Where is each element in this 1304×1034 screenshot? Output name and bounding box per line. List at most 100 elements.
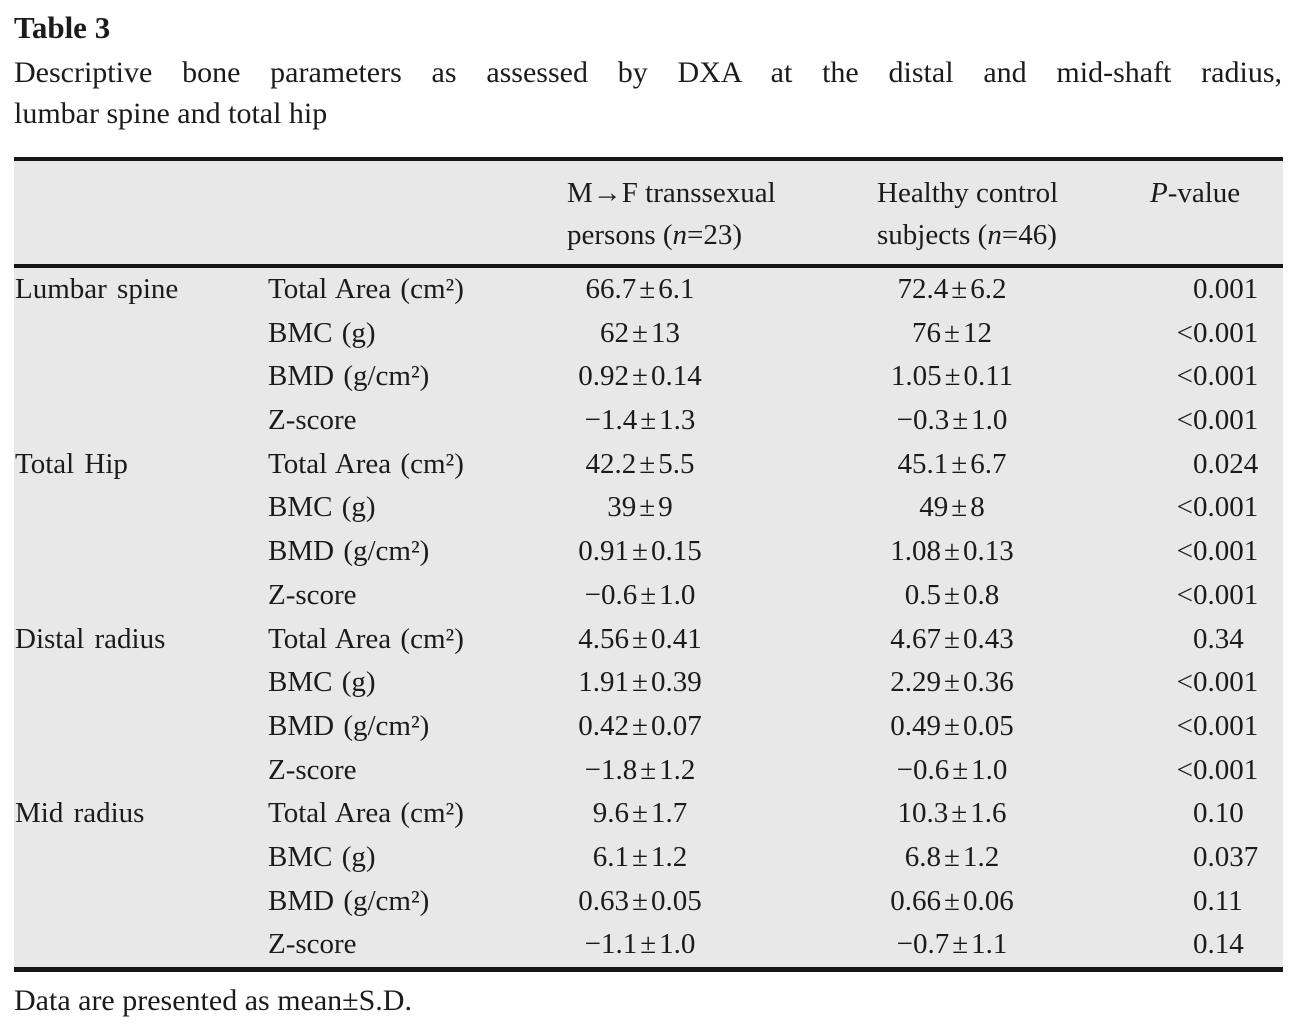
plus-minus-sign: ±: [639, 273, 656, 305]
value-cell-transsexual: 66.7 ±6.1: [585, 273, 695, 305]
plus-minus-sign: ±: [632, 360, 648, 393]
column-header-line: M→F transsexual: [567, 177, 776, 209]
less-than-sign: <: [1176, 360, 1193, 393]
parameter-cell: Z-score: [268, 404, 357, 437]
parameter-cell: Z-score: [268, 753, 357, 786]
pvalue-cell: <0.001: [1169, 312, 1259, 356]
data-table: M→F transsexual persons (n=23) Healthy con…: [14, 157, 1283, 972]
plus-minus-sign: ±: [640, 928, 657, 961]
plus-minus-sign: ±: [632, 666, 648, 699]
less-than-sign: <: [1176, 666, 1193, 699]
table-row: BMD (g/cm²) 0.42 ±0.07 0.49 ±0.05 <0.001: [14, 705, 1283, 749]
plus-minus-sign: ±: [952, 928, 969, 961]
value-cell-control: 2.29 ±0.36: [890, 666, 1014, 699]
less-than-sign: <: [1176, 535, 1193, 568]
plus-minus-sign: ±: [632, 840, 648, 873]
value-cell-transsexual: 0.42 ±0.07: [578, 709, 702, 742]
pvalue-cell: 0.34: [1193, 622, 1244, 655]
plus-minus-sign: ±: [639, 447, 656, 480]
plus-minus-sign: ±: [944, 884, 960, 917]
plus-minus-sign: ±: [944, 360, 961, 393]
parameter-cell: BMD (g/cm²): [268, 884, 430, 917]
value-cell-transsexual: 6.1 ±1.2: [592, 840, 688, 873]
value-cell-control: 72.4 ±6.2: [897, 273, 1007, 305]
value-cell-control: 1.05 ±0.11: [890, 360, 1014, 393]
plus-minus-sign: ±: [944, 578, 960, 611]
parameter-cell: Total Area (cm²): [268, 273, 464, 305]
value-cell-transsexual: 0.92 ±0.14: [578, 360, 702, 393]
value-cell-control: 10.3 ±1.6: [897, 797, 1007, 830]
pvalue-cell: <0.001: [1169, 399, 1259, 443]
plus-minus-sign: ±: [944, 316, 960, 349]
parameter-cell: BMD (g/cm²): [268, 535, 430, 568]
parameter-cell: BMC (g): [268, 666, 376, 699]
plus-minus-sign: ±: [632, 709, 648, 742]
plus-minus-sign: ±: [639, 491, 656, 524]
plus-minus-sign: ±: [944, 709, 960, 742]
value-cell-transsexual: 0.63 ±0.05: [578, 884, 702, 917]
value-cell-control: 76 ±12: [912, 316, 992, 349]
pvalue-cell: <0.001: [1169, 661, 1259, 705]
value-cell-control: 0.5 ±0.8: [904, 578, 1000, 611]
table-row: Total Hip Total Area (cm²) 42.2 ±5.5 45.1 ±6.…: [14, 443, 1283, 487]
value-cell-control: 0.66 ±0.06: [890, 884, 1014, 917]
pvalue-cell: <0.001: [1169, 705, 1259, 749]
column-header-line: subjects (n=46): [877, 219, 1057, 251]
parameter-cell: BMC (g): [268, 491, 376, 524]
parameter-cell: Z-score: [268, 928, 357, 961]
parameter-cell: Total Area (cm²): [268, 797, 464, 830]
table-row: Z-score −1.4 ±1.3 −0.3 ±1.0 <0.001: [14, 399, 1283, 443]
value-cell-transsexual: 4.56 ±0.41: [578, 622, 702, 655]
plus-minus-sign: ±: [632, 535, 648, 568]
pvalue-cell: <0.001: [1169, 574, 1259, 618]
site-cell: Lumbar spine: [15, 273, 179, 305]
pvalue-cell: <0.001: [1169, 530, 1259, 574]
table-row: Lumbar spine Total Area (cm²) 66.7 ±6.1 72.4…: [14, 268, 1283, 312]
parameter-cell: BMD (g/cm²): [268, 360, 430, 393]
plus-minus-sign: ±: [640, 753, 657, 786]
less-than-sign: <: [1176, 753, 1193, 786]
parameter-cell: BMD (g/cm²): [268, 709, 430, 742]
site-cell: Total Hip: [15, 447, 128, 480]
table-header-row: M→F transsexual persons (n=23) Healthy con…: [14, 161, 1283, 268]
column-header-transsexual: M→F transsexual persons (n=23): [567, 172, 776, 256]
pvalue-cell: <0.001: [1169, 486, 1259, 530]
plus-minus-sign: ±: [944, 535, 960, 568]
pvalue-cell: 0.10: [1193, 797, 1244, 830]
table-row: BMC (g) 6.1 ±1.2 6.8 ±1.2 0.037: [14, 836, 1283, 880]
value-cell-transsexual: 1.91 ±0.39: [578, 666, 702, 699]
plus-minus-sign: ±: [951, 797, 968, 830]
value-cell-control: 45.1 ±6.7: [897, 447, 1007, 480]
plus-minus-sign: ±: [951, 491, 968, 524]
table-caption: Descriptive bone parameters as assessed …: [14, 52, 1282, 134]
pvalue-cell: 0.11: [1193, 884, 1243, 917]
plus-minus-sign: ±: [952, 753, 969, 786]
plus-minus-sign: ±: [944, 666, 960, 699]
table-row: BMD (g/cm²) 0.63 ±0.05 0.66 ±0.06 0.11: [14, 880, 1283, 924]
less-than-sign: <: [1176, 709, 1193, 742]
table-row: BMC (g) 62 ±13 76 ±12 <0.001: [14, 312, 1283, 356]
table-row: BMC (g) 39 ±9 49 ±8 <0.001: [14, 486, 1283, 530]
less-than-sign: <: [1176, 316, 1193, 349]
table-number-title: Table 3: [14, 10, 111, 45]
column-header-line: persons (n=23): [567, 219, 743, 251]
table-row: Mid radius Total Area (cm²) 9.6 ±1.7 10.3 ±1.…: [14, 792, 1283, 836]
value-cell-control: −0.6 ±1.0: [896, 753, 1008, 786]
table-row: BMC (g) 1.91 ±0.39 2.29 ±0.36 <0.001: [14, 661, 1283, 705]
pvalue-cell: <0.001: [1169, 749, 1259, 793]
table-row: BMD (g/cm²) 0.91 ±0.15 1.08 ±0.13 <0.001: [14, 530, 1283, 574]
value-cell-control: 6.8 ±1.2: [904, 840, 1000, 873]
table-row: BMD (g/cm²) 0.92 ±0.14 1.05 ±0.11 <0.001: [14, 355, 1283, 399]
value-cell-transsexual: 0.91 ±0.15: [578, 535, 702, 568]
plus-minus-sign: ±: [632, 797, 648, 830]
value-cell-control: −0.7 ±1.1: [896, 928, 1008, 961]
plus-minus-sign: ±: [951, 447, 968, 480]
caption-line-2: lumbar spine and total hip: [14, 97, 328, 130]
plus-minus-sign: ±: [640, 404, 657, 437]
plus-minus-sign: ±: [632, 316, 648, 349]
value-cell-control: 4.67 ±0.43: [890, 622, 1014, 655]
parameter-cell: Z-score: [268, 578, 357, 611]
column-header-line: Healthy control: [877, 177, 1059, 209]
value-cell-transsexual: 39 ±9: [607, 491, 673, 524]
